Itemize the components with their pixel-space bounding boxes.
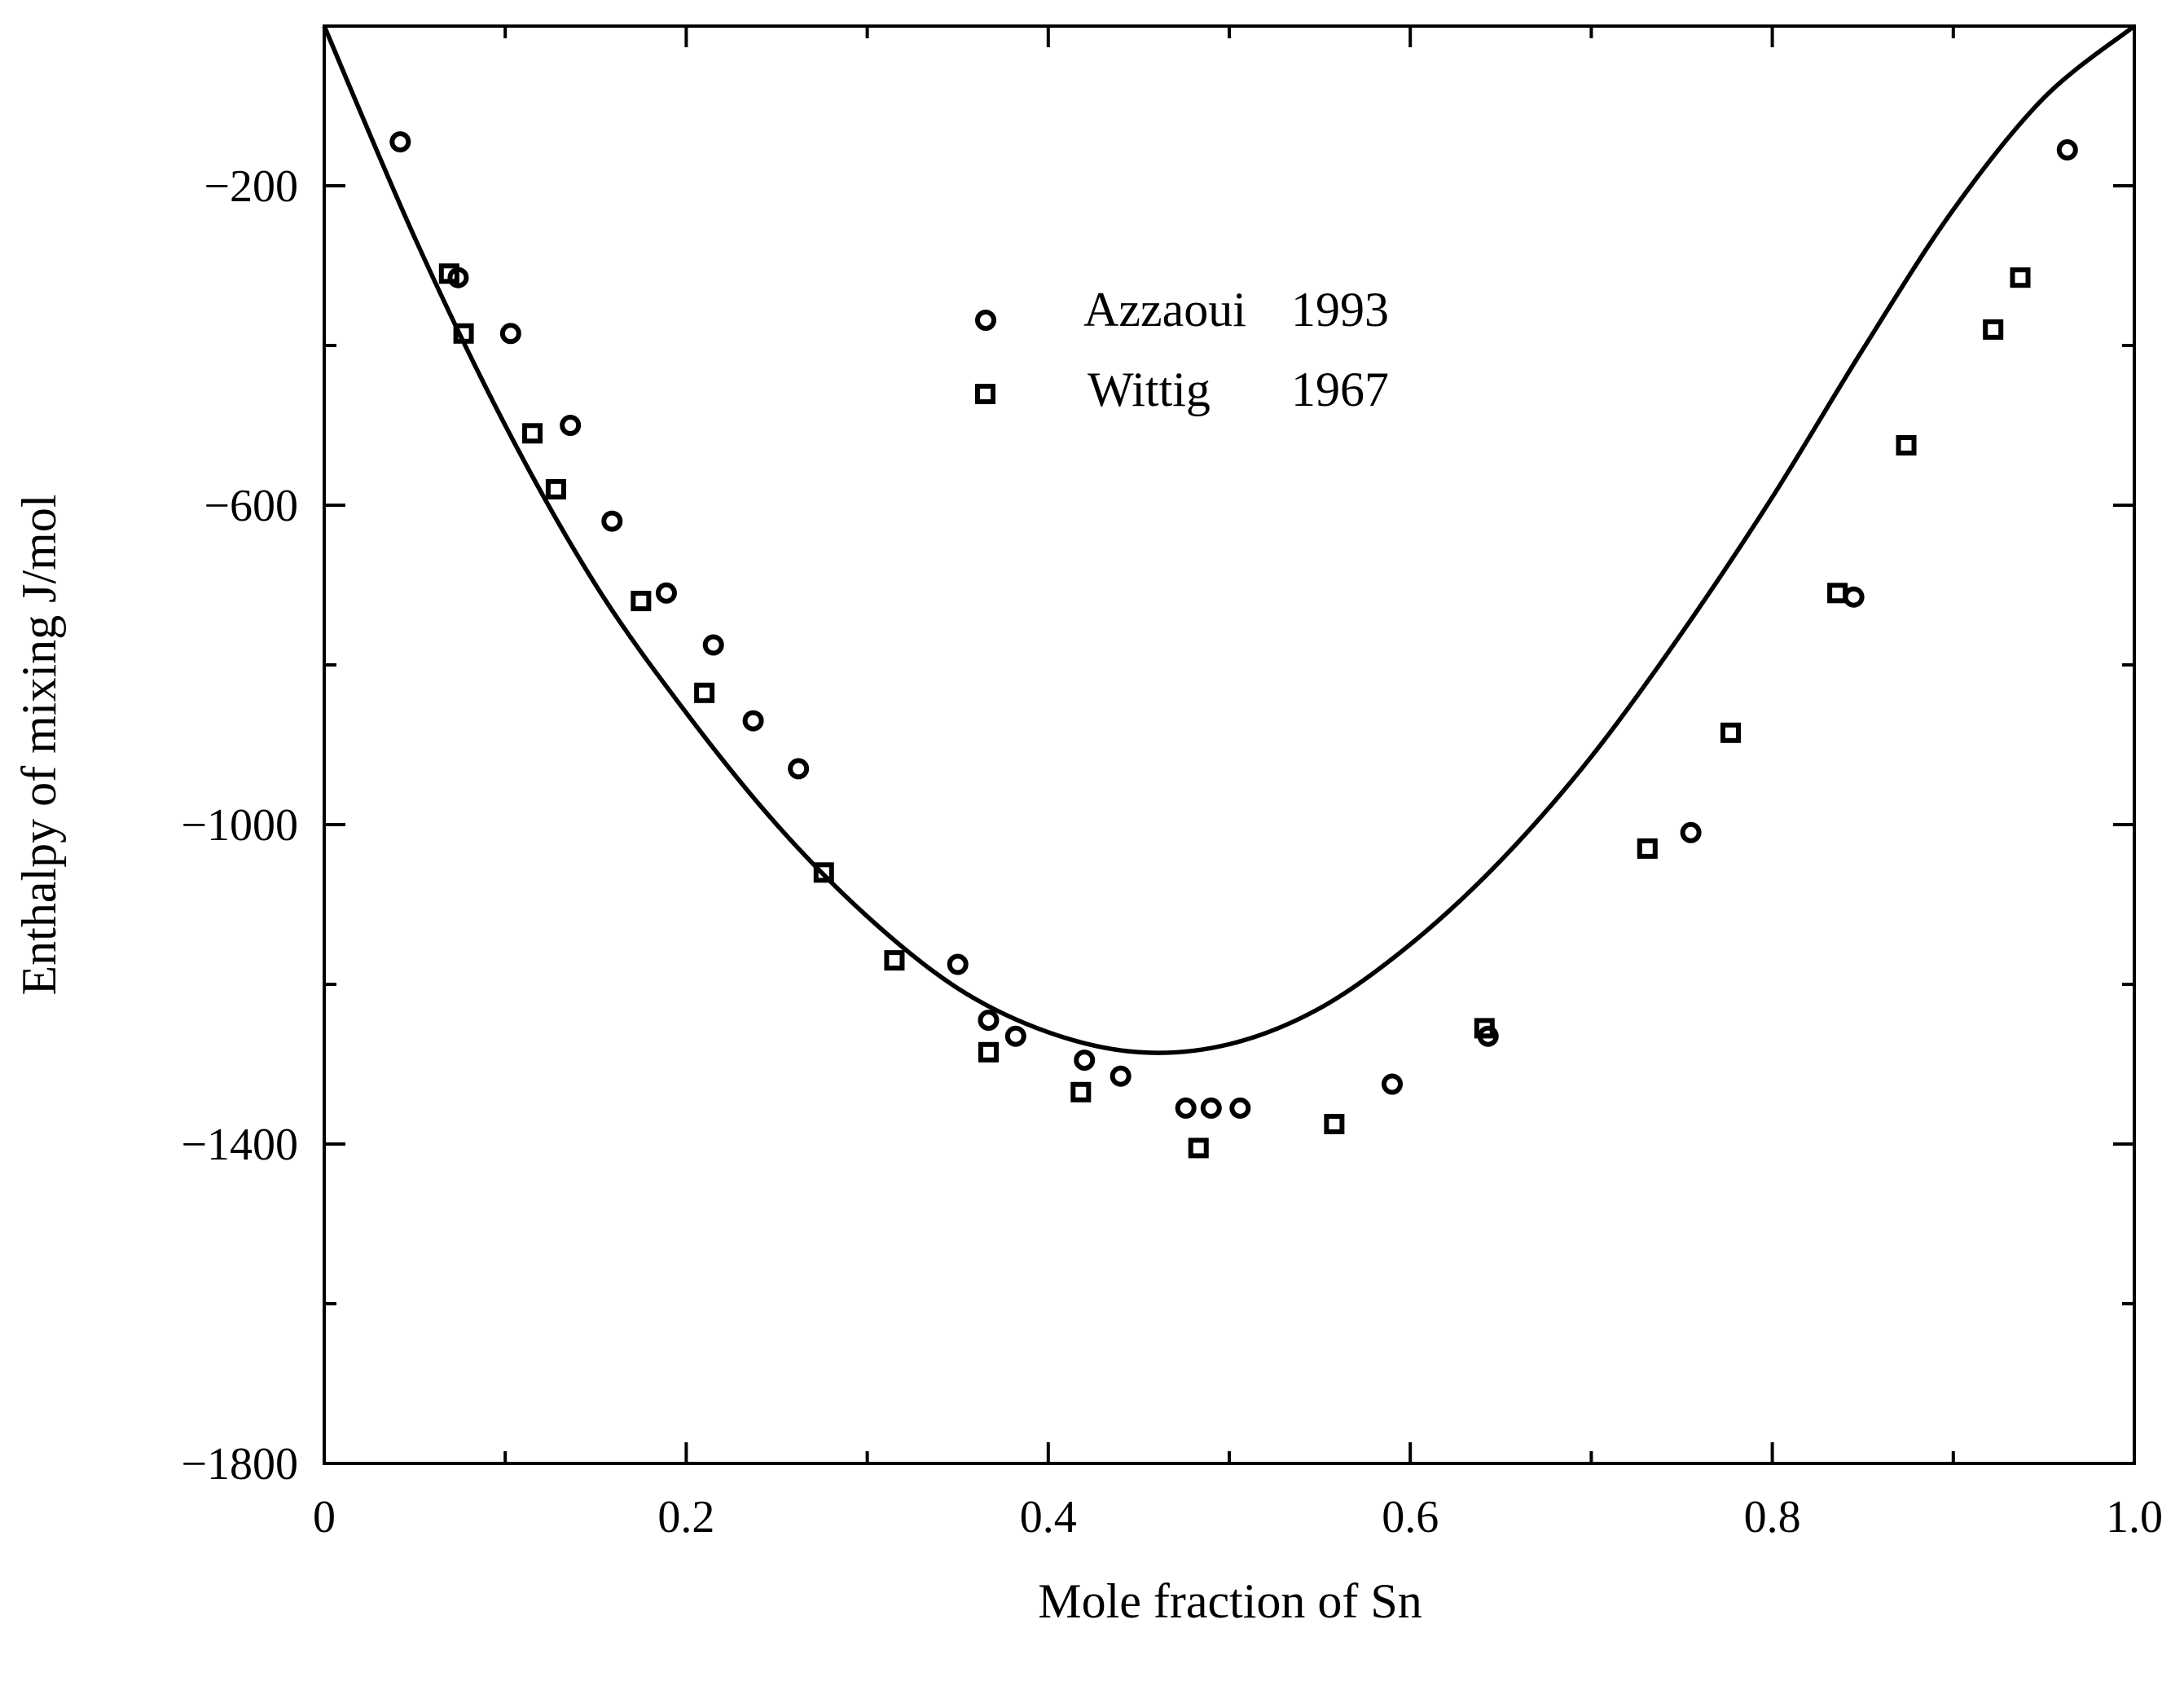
wittig-1967-point (453, 323, 474, 344)
wittig-1967-point (545, 478, 566, 499)
azzaoui-1993-point (655, 582, 677, 604)
azzaoui-1993-point (499, 323, 521, 345)
x-tick-label: 0 (313, 1492, 336, 1542)
azzaoui-1993-point (1175, 1097, 1197, 1119)
azzaoui-1993-point (1004, 1025, 1026, 1047)
x-tick-label: 0.6 (1382, 1492, 1439, 1542)
azzaoui-1993-point (389, 131, 411, 153)
wittig-1967-point (884, 950, 905, 971)
wittig-1967-point (522, 423, 543, 444)
wittig-1967-point (1983, 319, 2004, 340)
wittig-1967-point (631, 591, 652, 612)
x-tick-label: 0.4 (1020, 1492, 1077, 1542)
azzaoui-1993-point (702, 634, 724, 656)
x-tick-label: 0.8 (1744, 1492, 1801, 1542)
y-tick-label: −600 (204, 481, 298, 531)
y-tick-label: −1800 (181, 1439, 298, 1490)
data-markers (389, 131, 2078, 1159)
wittig-1967-point (1474, 1018, 1495, 1039)
wittig-1967-point (1324, 1114, 1345, 1134)
axis-tick-labels: 0 0.2 0.4 0.6 0.8 1.0 −200 −600 −1000 −1400 −1800 (181, 161, 2163, 1542)
wittig-1967-point (1637, 838, 1658, 859)
azzaoui-1993-point (742, 710, 764, 732)
azzaoui-1993-point (601, 510, 623, 532)
x-axis-title: Mole fraction of Sn (1038, 1574, 1422, 1628)
legend: Azzaoui 1993 Wittig 1967 (975, 283, 1389, 416)
azzaoui-1993-point (1843, 586, 1865, 608)
legend-label-wittig-name: Wittig (1088, 363, 1211, 416)
legend-label-azzaoui-year: 1993 (1291, 283, 1389, 337)
azzaoui-1993-point (1680, 821, 1702, 843)
wittig-1967-point (1070, 1081, 1092, 1102)
legend-label-azzaoui-name: Azzaoui (1083, 283, 1246, 337)
axis-ticks (323, 26, 2136, 1463)
legend-label-wittig-year: 1967 (1291, 363, 1389, 416)
wittig-1967-point (1896, 435, 1917, 455)
azzaoui-1993-point (1381, 1073, 1403, 1095)
azzaoui-1993-point (788, 758, 810, 780)
x-tick-label: 1.0 (2106, 1492, 2163, 1542)
wittig-1967-point (2010, 267, 2031, 288)
plot-frame (323, 24, 2136, 1465)
y-tick-label: −1400 (181, 1120, 298, 1170)
azzaoui-1993-point (978, 1010, 1000, 1032)
azzaoui-1993-point (2056, 139, 2078, 161)
legend-circle-marker (975, 310, 996, 331)
azzaoui-1993-point (560, 415, 582, 436)
y-tick-label: −1000 (181, 800, 298, 851)
azzaoui-1993-point (1229, 1097, 1251, 1119)
y-tick-label: −200 (204, 161, 298, 212)
azzaoui-1993-point (1110, 1065, 1132, 1087)
y-axis-title: Enthalpy of mixing J/mol (12, 495, 66, 996)
wittig-1967-point (1188, 1138, 1209, 1159)
calculated-curve (322, 24, 2136, 1055)
azzaoui-1993-point (947, 953, 969, 975)
wittig-1967-point (813, 862, 834, 883)
legend-square-marker (975, 384, 995, 404)
wittig-1967-point (978, 1041, 999, 1063)
wittig-1967-point (1720, 722, 1741, 743)
x-tick-label: 0.2 (657, 1492, 714, 1542)
azzaoui-1993-point (1074, 1050, 1096, 1072)
wittig-1967-point (1827, 583, 1848, 604)
azzaoui-1993-point (1200, 1097, 1222, 1119)
wittig-1967-point (694, 682, 715, 703)
wittig-1967-point (438, 263, 459, 284)
